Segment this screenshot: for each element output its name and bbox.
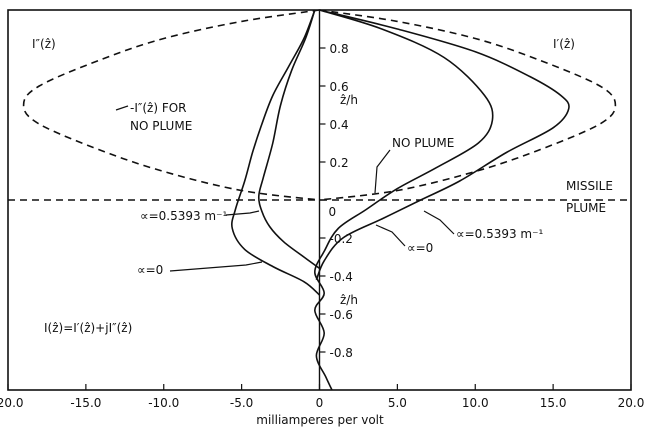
series-ip-alpha05393 (315, 9, 570, 281)
zh-label-upper: ẑ/h (340, 93, 358, 107)
x-tick-label: 0 (316, 396, 324, 410)
series-ip-alpha0 (313, 9, 494, 391)
axis-ticks: -20.0 -15.0 -10.0 -5.0 0 5.0 10.0 15.0 20.0 0.8 0.… (0, 10, 644, 410)
x-tick-label: -20.0 (0, 396, 24, 410)
alpha-0.5393-left-arrow (225, 210, 260, 216)
x-tick-label: -5.0 (230, 396, 253, 410)
y-tick-label: 0.2 (330, 156, 349, 170)
missile-plume-label-line2: PLUME (566, 201, 606, 215)
series-ipp-alpha0 (231, 9, 321, 296)
y-tick-label: 0 (329, 205, 337, 219)
neg-i-arrow (115, 105, 129, 111)
missile-plume-label-line1: MISSILE (566, 179, 613, 193)
alpha-zero-right-label: ∝=0 (407, 241, 433, 255)
x-tick-label: -15.0 (70, 396, 101, 410)
y-tick-label: -0.6 (330, 308, 353, 322)
series-neg-ipp-no-plume (22, 9, 320, 201)
neg-i-label-line1: -I″(ẑ) FOR (130, 101, 187, 115)
x-tick-label: 10.0 (462, 396, 489, 410)
alpha-zero-right-arrow (375, 224, 406, 247)
x-tick-label: 20.0 (618, 396, 645, 410)
x-tick-label: 15.0 (540, 396, 567, 410)
alpha-zero-left-label: ∝=0 (137, 263, 163, 277)
formula-label: I(ẑ)=I′(ẑ)+jI″(ẑ) (44, 321, 132, 335)
series-ipp-alpha05393 (257, 9, 320, 270)
neg-i-label-line2: NO PLUME (130, 119, 192, 133)
y-tick-label: -0.4 (330, 270, 353, 284)
curves (22, 9, 617, 391)
y-tick-label: -0.8 (330, 346, 353, 360)
x-axis-label: milliamperes per volt (256, 413, 384, 427)
no-plume-arrow (374, 149, 391, 194)
zh-label-lower: ẑ/h (340, 293, 358, 307)
left-corner-label: I″(ẑ) (32, 37, 56, 51)
x-tick-label: 5.0 (388, 396, 407, 410)
alpha-0.5393-right-label: ∝=0.5393 m⁻¹ (456, 227, 543, 241)
alpha-0.5393-right-arrow (423, 210, 455, 235)
y-tick-label: 0.8 (330, 42, 349, 56)
x-tick-label: -10.0 (148, 396, 179, 410)
y-tick-label: 0.6 (330, 80, 349, 94)
alpha-zero-left-arrow (169, 261, 263, 272)
series-ip-no-plume (319, 9, 617, 201)
no-plume-label: NO PLUME (392, 136, 454, 150)
y-tick-label: 0.4 (330, 118, 349, 132)
right-corner-label: I′(ẑ) (553, 37, 575, 51)
alpha-0.5393-left-label: ∝=0.5393 m⁻¹ (140, 209, 227, 223)
